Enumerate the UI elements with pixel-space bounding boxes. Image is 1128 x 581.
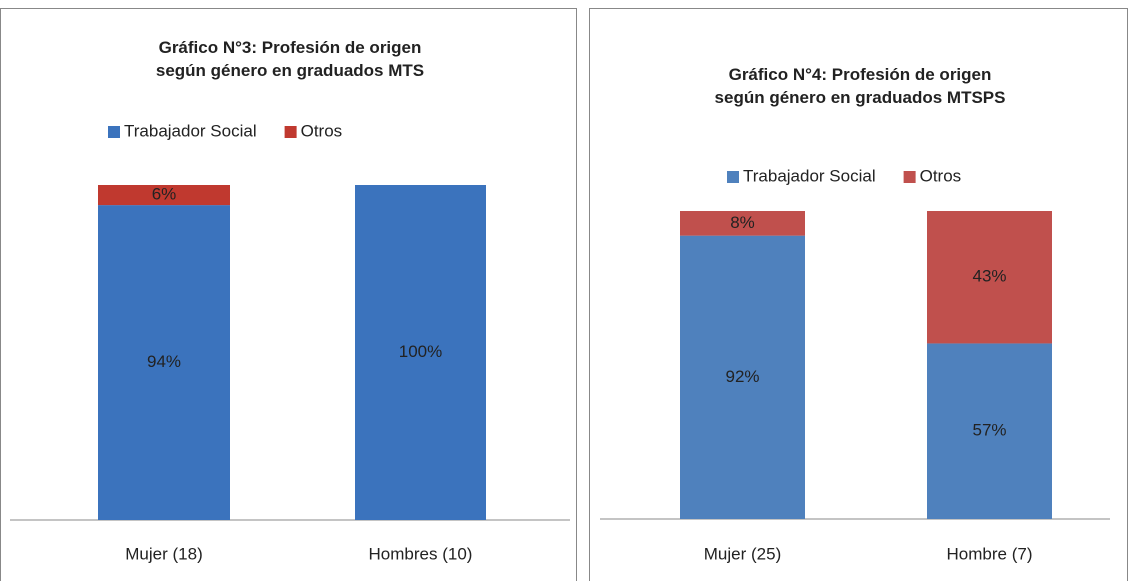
data-label: 92% <box>725 367 759 386</box>
chart-title: Gráfico N°4: Profesión de origen según g… <box>630 63 1090 109</box>
x-tick-label: Hombres (10) <box>369 544 473 563</box>
data-label: 57% <box>972 421 1006 440</box>
data-label: 43% <box>972 267 1006 286</box>
data-label: 8% <box>730 213 755 232</box>
legend-swatch <box>285 126 297 138</box>
legend-label: Otros <box>301 121 343 140</box>
legend-label: Otros <box>920 166 962 185</box>
x-tick-label: Hombre (7) <box>947 544 1033 563</box>
x-tick-label: Mujer (18) <box>125 544 202 563</box>
legend-swatch <box>727 171 739 183</box>
data-label: 100% <box>399 342 442 361</box>
chart-title: Gráfico N°3: Profesión de origen según g… <box>60 36 520 82</box>
data-label: 6% <box>152 185 177 204</box>
legend-label: Trabajador Social <box>743 166 876 185</box>
legend-swatch <box>108 126 120 138</box>
legend-label: Trabajador Social <box>124 121 257 140</box>
data-label: 94% <box>147 352 181 371</box>
x-tick-label: Mujer (25) <box>704 544 781 563</box>
panel-border <box>1 9 577 581</box>
page: Trabajador Social Otros 94% 6% Mujer (18) 100… <box>0 0 1128 581</box>
legend-swatch <box>904 171 916 183</box>
